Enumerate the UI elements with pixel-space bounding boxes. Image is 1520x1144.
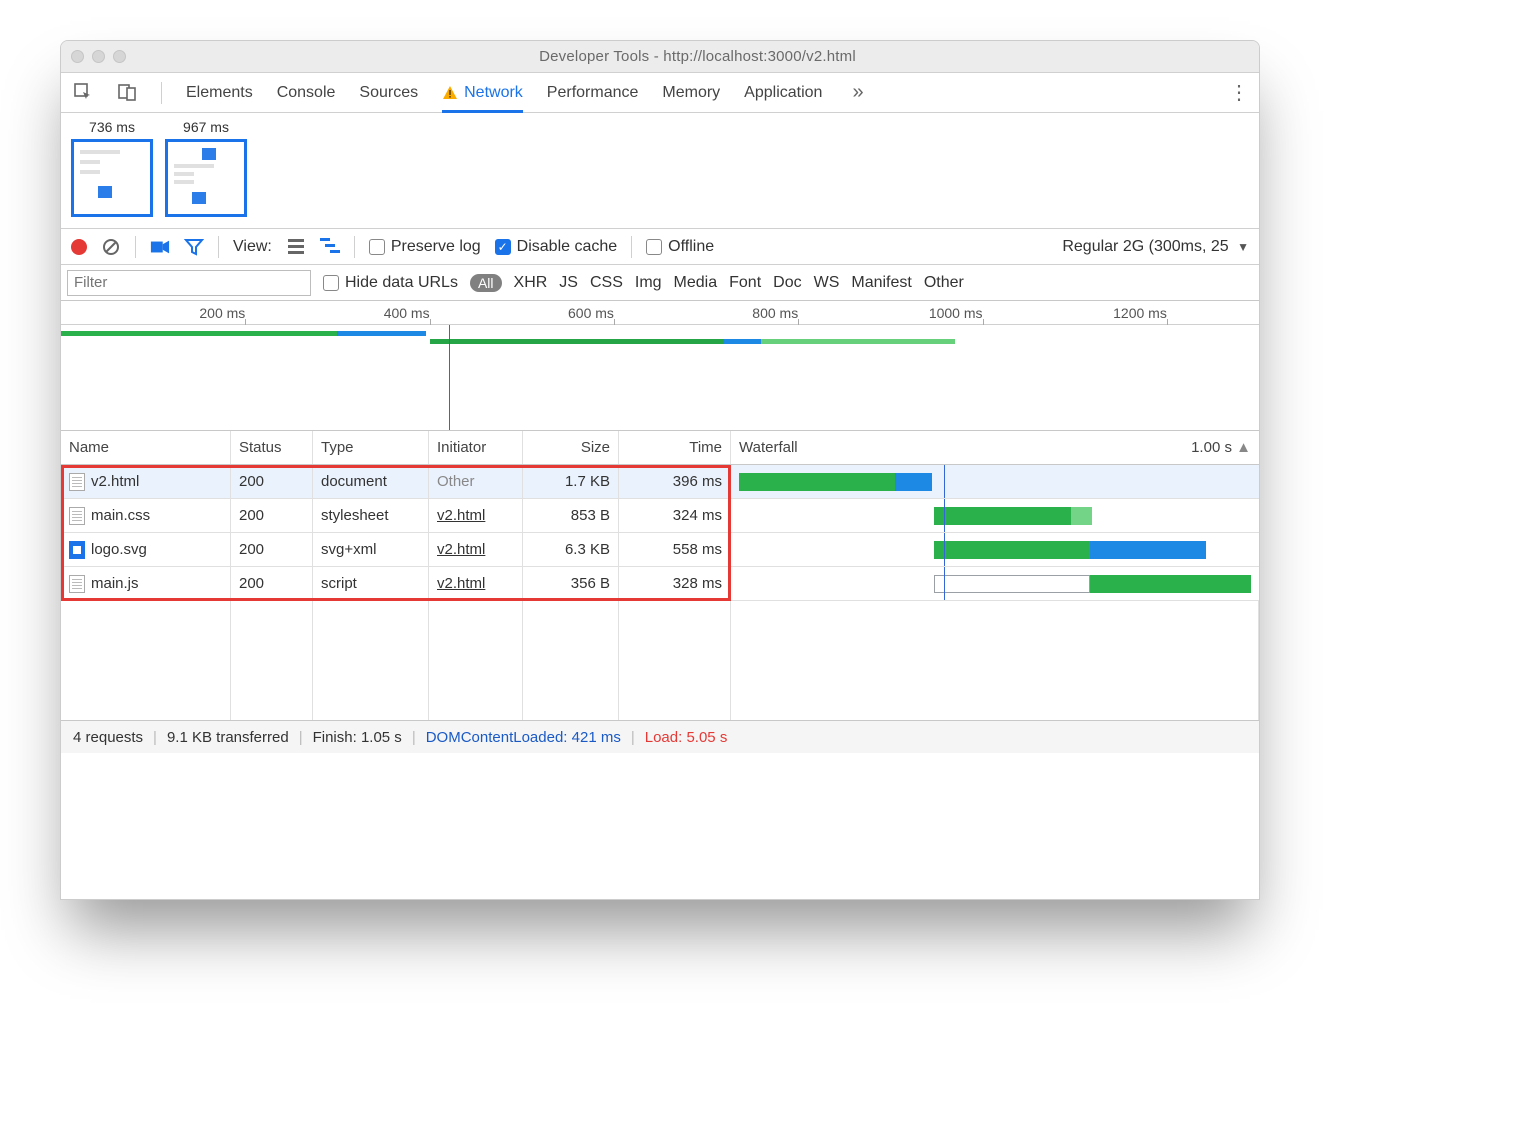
request-row[interactable]: v2.html200documentOther1.7 KB396 ms (61, 465, 1259, 499)
devtools-window: Developer Tools - http://localhost:3000/… (60, 40, 1260, 900)
document-file-icon (69, 473, 85, 491)
tab-elements[interactable]: Elements (186, 84, 253, 102)
tab-console[interactable]: Console (277, 84, 336, 102)
status-dcl: DOMContentLoaded: 421 ms (426, 729, 621, 746)
tab-performance[interactable]: Performance (547, 84, 639, 102)
status-requests: 4 requests (73, 729, 143, 746)
grid-header: Name Status Type Initiator Size Time Wat… (61, 431, 1259, 465)
network-toolbar: View: Preserve log ✓ Disable cache Offli… (61, 229, 1259, 265)
request-row[interactable]: main.css200stylesheetv2.html853 B324 ms (61, 499, 1259, 533)
filter-type-manifest[interactable]: Manifest (851, 274, 911, 292)
tab-memory[interactable]: Memory (662, 84, 720, 102)
view-waterfall-icon[interactable] (320, 237, 340, 257)
checkbox-checked-icon: ✓ (495, 239, 511, 255)
filmstrip-frame[interactable]: 736 ms (71, 119, 153, 217)
request-grid: Name Status Type Initiator Size Time Wat… (61, 431, 1259, 721)
filter-bar: Hide data URLs All XHR JS CSS Img Media … (61, 265, 1259, 301)
filter-type-ws[interactable]: WS (814, 274, 840, 292)
thumbnail (71, 139, 153, 217)
filter-type-js[interactable]: JS (559, 274, 578, 292)
record-button[interactable] (71, 239, 87, 255)
offline-toggle[interactable]: Offline (646, 238, 714, 256)
status-bar: 4 requests | 9.1 KB transferred | Finish… (61, 721, 1259, 753)
grid-empty (61, 601, 1259, 721)
checkbox-icon (369, 239, 385, 255)
chevron-down-icon: ▼ (1237, 240, 1249, 254)
dcl-marker (449, 325, 450, 430)
device-icon[interactable] (117, 82, 137, 102)
request-name: main.css (91, 507, 150, 524)
window-title: Developer Tools - http://localhost:3000/… (146, 48, 1249, 65)
throttling-select[interactable]: Regular 2G (300ms, 25 ▼ (1062, 238, 1249, 256)
timeline-bars (61, 331, 1259, 430)
col-initiator[interactable]: Initiator (429, 431, 523, 464)
document-file-icon (69, 507, 85, 525)
request-name: logo.svg (91, 541, 147, 558)
filter-icon[interactable] (184, 237, 204, 257)
more-tabs-icon[interactable]: » (852, 81, 863, 104)
col-status[interactable]: Status (231, 431, 313, 464)
col-name[interactable]: Name (61, 431, 231, 464)
view-list-icon[interactable] (286, 237, 306, 257)
tab-network[interactable]: Network (442, 84, 523, 102)
checkbox-icon (323, 275, 339, 291)
initiator-link: Other (437, 473, 475, 490)
filter-type-css[interactable]: CSS (590, 274, 623, 292)
filter-type-doc[interactable]: Doc (773, 274, 801, 292)
inspect-icon[interactable] (73, 82, 93, 102)
status-load: Load: 5.05 s (645, 729, 728, 746)
view-label: View: (233, 238, 272, 256)
minimize-icon[interactable] (92, 50, 105, 63)
window-controls[interactable] (71, 50, 126, 63)
kebab-menu-icon[interactable]: ⋮ (1229, 80, 1247, 105)
filter-input[interactable] (67, 270, 311, 296)
thumbnail (165, 139, 247, 217)
zoom-icon[interactable] (113, 50, 126, 63)
filter-type-all[interactable]: All (470, 274, 502, 292)
col-time[interactable]: Time (619, 431, 731, 464)
filter-type-img[interactable]: Img (635, 274, 662, 292)
checkbox-icon (646, 239, 662, 255)
camera-icon[interactable] (150, 237, 170, 257)
warning-icon (442, 85, 458, 101)
request-row[interactable]: logo.svg200svg+xmlv2.html6.3 KB558 ms (61, 533, 1259, 567)
panel-tabs: Elements Console Sources Network Perform… (61, 73, 1259, 113)
close-icon[interactable] (71, 50, 84, 63)
filter-type-media[interactable]: Media (674, 274, 718, 292)
disable-cache-toggle[interactable]: ✓ Disable cache (495, 238, 618, 256)
timeline-ruler: 200 ms400 ms600 ms800 ms1000 ms1200 ms (61, 301, 1259, 325)
hide-data-urls-toggle[interactable]: Hide data URLs (323, 274, 458, 292)
col-waterfall[interactable]: Waterfall 1.00 s ▲ (731, 431, 1259, 464)
request-name: v2.html (91, 473, 139, 490)
request-name: main.js (91, 575, 139, 592)
timeline-overview[interactable]: 200 ms400 ms600 ms800 ms1000 ms1200 ms (61, 301, 1259, 431)
filter-type-xhr[interactable]: XHR (514, 274, 548, 292)
status-transferred: 9.1 KB transferred (167, 729, 289, 746)
filmstrip: 736 ms 967 ms (61, 113, 1259, 229)
status-finish: Finish: 1.05 s (313, 729, 402, 746)
filter-type-other[interactable]: Other (924, 274, 964, 292)
preserve-log-toggle[interactable]: Preserve log (369, 238, 481, 256)
clear-icon[interactable] (101, 237, 121, 257)
initiator-link[interactable]: v2.html (437, 541, 485, 558)
grid-body: v2.html200documentOther1.7 KB396 msmain.… (61, 465, 1259, 601)
filter-type-font[interactable]: Font (729, 274, 761, 292)
titlebar: Developer Tools - http://localhost:3000/… (61, 41, 1259, 73)
filmstrip-frame[interactable]: 967 ms (165, 119, 247, 217)
tab-sources[interactable]: Sources (359, 84, 418, 102)
image-file-icon (69, 541, 85, 559)
col-type[interactable]: Type (313, 431, 429, 464)
tab-application[interactable]: Application (744, 84, 822, 102)
initiator-link[interactable]: v2.html (437, 575, 485, 592)
initiator-link[interactable]: v2.html (437, 507, 485, 524)
request-row[interactable]: main.js200scriptv2.html356 B328 ms (61, 567, 1259, 601)
document-file-icon (69, 575, 85, 593)
col-size[interactable]: Size (523, 431, 619, 464)
